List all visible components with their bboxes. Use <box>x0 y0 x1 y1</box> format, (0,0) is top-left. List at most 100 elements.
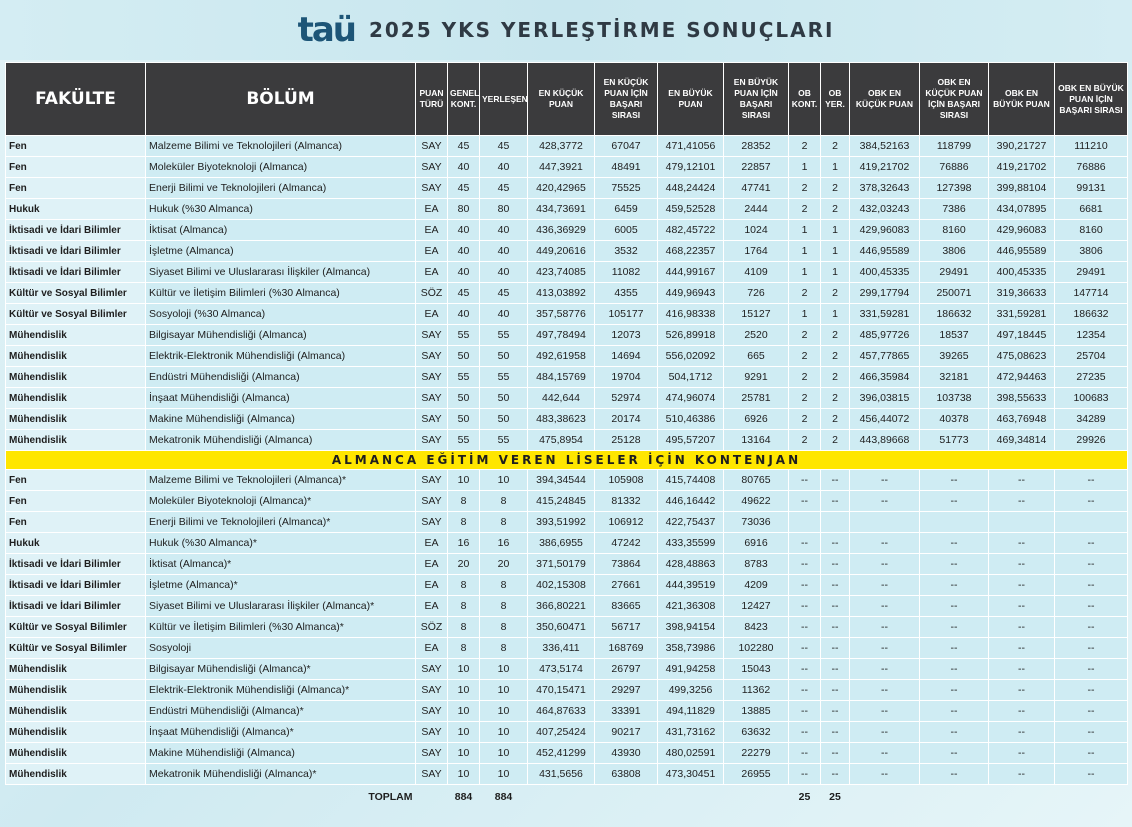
cell: 480,02591 <box>657 742 724 764</box>
cell: 26955 <box>723 763 789 785</box>
column-header: YERLEŞEN <box>479 62 528 136</box>
cell: -- <box>919 637 989 659</box>
cell: -- <box>788 700 821 722</box>
cell: 443,89668 <box>849 429 920 451</box>
cell: İşletme (Almanca) <box>145 240 416 262</box>
cell: 8 <box>479 595 528 617</box>
table-row: Kültür ve Sosyal Bilimler Kültür ve İleti… <box>5 282 1128 304</box>
cell: 127398 <box>919 177 989 199</box>
cell: -- <box>1054 637 1128 659</box>
cell: SAY <box>415 177 448 199</box>
section-band: ALMANCA EĞİTİM VEREN LİSELER İÇİN KONTEN… <box>5 450 1128 470</box>
cell: 446,95589 <box>988 240 1055 262</box>
cell: 83665 <box>594 595 658 617</box>
cell: -- <box>849 574 920 596</box>
cell: -- <box>919 763 989 785</box>
cell: İnşaat Mühendisliği (Almanca) <box>145 387 416 409</box>
total-cell: TOPLAM <box>368 791 413 803</box>
cell: 1 <box>820 240 850 262</box>
cell: -- <box>1054 553 1128 575</box>
cell: 393,51992 <box>527 511 595 533</box>
column-header: BÖLÜM <box>145 62 416 136</box>
cell: Sosyoloji <box>145 637 416 659</box>
cell: 299,17794 <box>849 282 920 304</box>
cell: 4209 <box>723 574 789 596</box>
table-row: Kültür ve Sosyal Bilimler Sosyoloji EA 8 8 33… <box>5 637 1128 659</box>
cell: Mühendislik <box>5 324 146 346</box>
cell: 2 <box>788 324 821 346</box>
cell: 50 <box>479 408 528 430</box>
cell: -- <box>788 742 821 764</box>
cell: EA <box>415 219 448 241</box>
cell: EA <box>415 595 448 617</box>
title: 2025 YKS YERLEŞTİRME SONUÇLARI <box>368 18 835 42</box>
cell: -- <box>1054 469 1128 491</box>
column-header: EN KÜÇÜK PUAN İÇİN BAŞARI SIRASI <box>594 62 658 136</box>
table-row: İktisadi ve İdari Bilimler İktisat (Alman… <box>5 553 1128 575</box>
empty-cell <box>920 785 989 810</box>
cell: 497,18445 <box>988 324 1055 346</box>
table-row: İktisadi ve İdari Bilimler Siyaset Bilimi… <box>5 261 1128 283</box>
cell: İktisadi ve İdari Bilimler <box>5 574 146 596</box>
cell: -- <box>849 679 920 701</box>
empty-cell <box>820 511 850 533</box>
cell: 12073 <box>594 324 658 346</box>
cell: 396,03815 <box>849 387 920 409</box>
cell: SAY <box>415 429 448 451</box>
cell: 336,411 <box>527 637 595 659</box>
cell: -- <box>988 553 1055 575</box>
cell: 20 <box>447 553 480 575</box>
cell: 12354 <box>1054 324 1128 346</box>
cell: 1 <box>788 261 821 283</box>
empty-cell <box>1055 785 1128 810</box>
cell: 431,73162 <box>657 721 724 743</box>
cell: 504,1712 <box>657 366 724 388</box>
cell: -- <box>1054 574 1128 596</box>
table-row: Fen Moleküler Biyoteknoloji (Almanca) SAY 4… <box>5 156 1128 178</box>
cell: Hukuk (%30 Almanca)* <box>145 532 416 554</box>
cell: -- <box>849 616 920 638</box>
cell: 50 <box>447 408 480 430</box>
cell: Kültür ve İletişim Bilimleri (%30 Almanc… <box>145 616 416 638</box>
cell: 2 <box>820 177 850 199</box>
cell: 1 <box>788 303 821 325</box>
cell: Kültür ve Sosyal Bilimler <box>5 616 146 638</box>
cell: -- <box>919 553 989 575</box>
table-row: Hukuk Hukuk (%30 Almanca)* EA 16 16 386,6955 4… <box>5 532 1128 554</box>
cell: -- <box>788 532 821 554</box>
cell: 475,8954 <box>527 429 595 451</box>
cell: 16 <box>479 532 528 554</box>
cell: 1 <box>820 219 850 241</box>
cell: -- <box>1054 490 1128 512</box>
cell: 50 <box>447 387 480 409</box>
cell: -- <box>988 679 1055 701</box>
cell: 483,38623 <box>527 408 595 430</box>
cell: 399,88104 <box>988 177 1055 199</box>
header-row: FAKÜLTE BÖLÜM PUAN TÜRÜ GENEL KONT. YERLEŞEN… <box>5 62 1128 136</box>
cell: 446,16442 <box>657 490 724 512</box>
cell: EA <box>415 637 448 659</box>
cell: 394,34544 <box>527 469 595 491</box>
total-cell: 25 <box>798 791 811 803</box>
cell: -- <box>820 616 850 638</box>
cell: Bilgisayar Mühendisliği (Almanca)* <box>145 658 416 680</box>
cell: -- <box>919 616 989 638</box>
cell: 10 <box>447 469 480 491</box>
cell: -- <box>820 700 850 722</box>
cell: 50 <box>479 387 528 409</box>
cell: Mühendislik <box>5 366 146 388</box>
cell: 33391 <box>594 700 658 722</box>
cell: 331,59281 <box>849 303 920 325</box>
cell: 2520 <box>723 324 789 346</box>
cell: İşletme (Almanca)* <box>145 574 416 596</box>
column-header: FAKÜLTE <box>5 62 146 136</box>
cell: 8423 <box>723 616 789 638</box>
cell: 29926 <box>1054 429 1128 451</box>
cell: -- <box>988 532 1055 554</box>
cell: -- <box>1054 721 1128 743</box>
cell: Enerji Bilimi ve Teknolojileri (Almanca) <box>145 177 416 199</box>
cell: -- <box>820 469 850 491</box>
cell: 419,21702 <box>988 156 1055 178</box>
cell: İktisadi ve İdari Bilimler <box>5 553 146 575</box>
column-header: EN BÜYÜK PUAN <box>657 62 724 136</box>
